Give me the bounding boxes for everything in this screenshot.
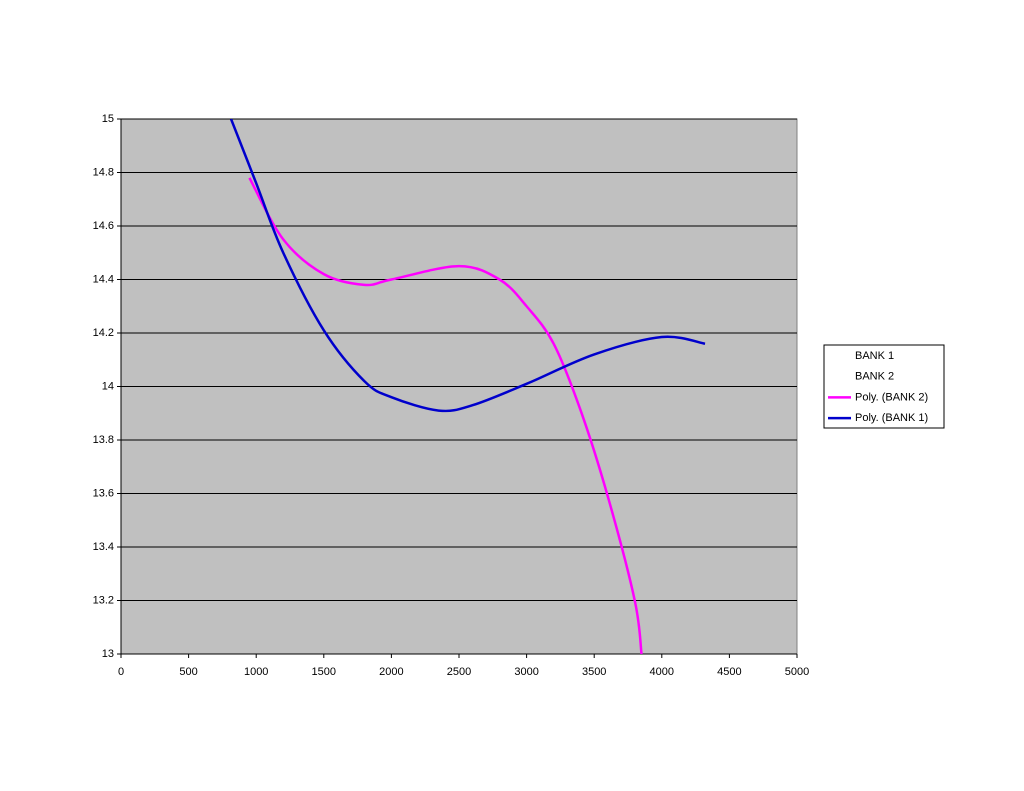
x-tick-label: 3500	[582, 666, 606, 678]
legend-label: Poly. (BANK 2)	[855, 391, 928, 403]
y-tick-label: 15	[102, 113, 114, 125]
y-tick-label: 13.2	[93, 594, 114, 606]
y-tick-label: 14	[102, 380, 114, 392]
x-tick-label: 2000	[379, 666, 403, 678]
trend-line	[229, 119, 706, 413]
x-tick-label: 5000	[785, 666, 809, 678]
x-tick-label: 3000	[514, 666, 538, 678]
x-tick-label: 1000	[244, 666, 268, 678]
x-tick-label: 4500	[717, 666, 741, 678]
y-tick-label: 14.2	[93, 327, 114, 339]
x-tick-label: 2500	[447, 666, 471, 678]
y-tick-label: 13.6	[93, 487, 114, 499]
plot-lines	[229, 119, 706, 654]
legend-label: Poly. (BANK 1)	[855, 412, 928, 424]
y-tick-label: 14.8	[93, 166, 114, 178]
trend-line	[248, 177, 643, 654]
legend-label: BANK 1	[855, 350, 894, 362]
y-tick-label: 14.6	[93, 220, 114, 232]
x-tick-label: 1500	[312, 666, 336, 678]
y-tick-label: 13.8	[93, 434, 114, 446]
x-tick-label: 500	[179, 666, 197, 678]
y-tick-label: 13	[102, 648, 114, 660]
y-tick-label: 13.4	[93, 541, 114, 553]
y-tick-label: 14.4	[93, 273, 114, 285]
x-tick-label: 4000	[650, 666, 674, 678]
legend-box	[823, 344, 945, 429]
x-tick-label: 0	[118, 666, 124, 678]
legend-label: BANK 2	[855, 371, 894, 383]
